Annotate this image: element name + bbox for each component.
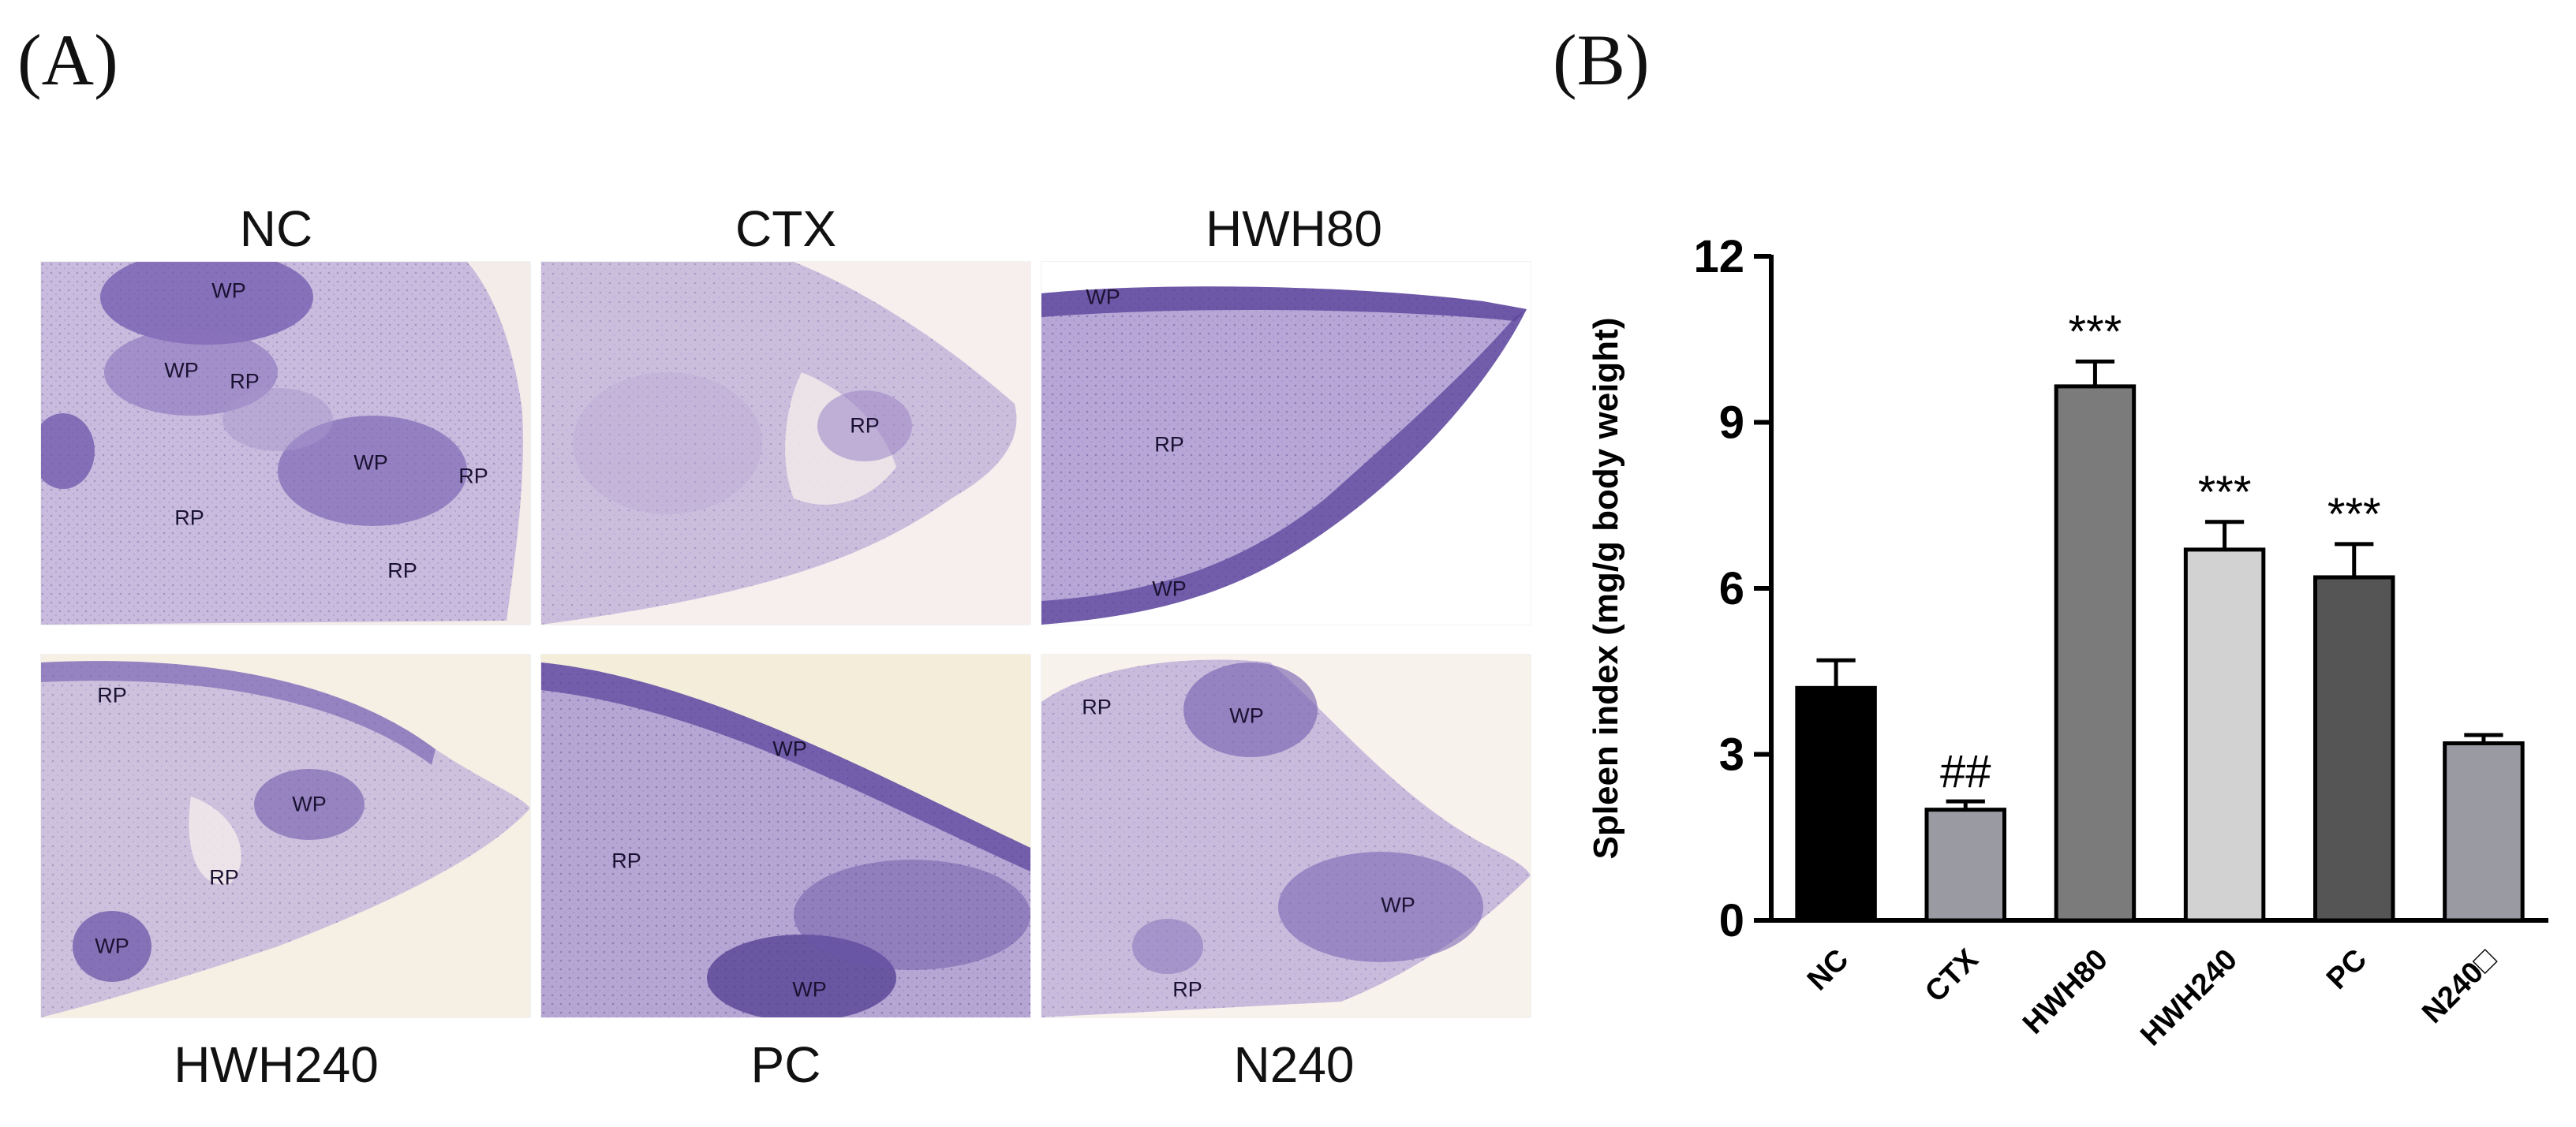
micrograph-n240-image (1041, 655, 1531, 1017)
x-tick-label-5: N240□ (2416, 943, 2503, 1030)
bar-4 (2313, 575, 2395, 923)
chart-bars (1795, 359, 2525, 923)
group-label-pc: PC (750, 1036, 821, 1093)
micrograph-hwh240-image (41, 655, 530, 1017)
region-label: RP (97, 683, 127, 707)
y-tick-label: 6 (1719, 563, 1744, 614)
micrograph-pc-image (541, 655, 1030, 1017)
micrograph-hwh240: RP WP RP WP (41, 655, 530, 1017)
x-tick-label-2: HWH80 (2017, 943, 2114, 1041)
y-axis-label: Spleen index (mg/g body weight) (1587, 318, 1625, 860)
micrograph-pc: WP RP WP (541, 655, 1030, 1017)
region-label: WP (1381, 893, 1415, 917)
micrograph-nc: WP WP RP WP RP RP RP (41, 262, 530, 625)
region-label: WP (1086, 285, 1120, 309)
bar-0 (1795, 685, 1877, 923)
region-label: WP (1152, 577, 1187, 601)
panel-letter-a: (A) (17, 20, 118, 100)
region-label: RP (458, 464, 488, 488)
region-label: WP (772, 737, 807, 761)
region-label: RP (850, 413, 880, 438)
region-label: RP (230, 369, 260, 394)
x-tick-label-4: PC (2320, 943, 2373, 996)
micrograph-hwh80: WP RP WP (1041, 262, 1531, 625)
region-label: RP (209, 865, 239, 890)
region-label: RP (174, 506, 204, 530)
region-label: RP (1082, 695, 1112, 719)
bar-3 (2183, 547, 2266, 923)
panel-letter-b: (B) (1553, 20, 1650, 100)
significance-marker-3: *** (2198, 467, 2252, 518)
y-tick-label: 12 (1693, 231, 1744, 282)
group-label-hwh80: HWH80 (1205, 200, 1383, 257)
micrograph-nc-image (41, 262, 530, 625)
y-tick-label: 9 (1719, 397, 1744, 449)
bar-1 (1924, 808, 2006, 923)
group-label-nc: NC (239, 200, 313, 257)
spleen-index-bar-chart: 0 3 6 9 12 Spleen index (mg/g body weight) NC… (1587, 231, 2548, 1052)
chart-axes: 0 3 6 9 12 Spleen index (mg/g body weight) (1587, 231, 2548, 946)
region-label: RP (387, 558, 417, 583)
bar-2 (2054, 384, 2137, 923)
micrograph-ctx-image (541, 262, 1030, 625)
micrograph-hwh80-image (1041, 262, 1531, 625)
significance-marker-4: *** (2327, 489, 2381, 540)
region-label: RP (611, 849, 641, 873)
micrograph-n240: RP WP WP RP (1041, 655, 1531, 1017)
bar-5 (2443, 741, 2525, 923)
region-label: WP (353, 450, 388, 475)
chart-labels: NC ## CTX *** HWH80 *** HWH240 *** PC N240□ (1801, 306, 2503, 1052)
region-label: WP (211, 278, 246, 303)
x-tick-label-3: HWH240 (2134, 943, 2244, 1053)
micrograph-ctx: RP (541, 262, 1030, 625)
x-tick-label-1: CTX (1919, 942, 1985, 1009)
y-tick-label: 0 (1719, 895, 1744, 946)
group-label-ctx: CTX (735, 200, 836, 257)
significance-marker-1: ## (1940, 746, 1991, 797)
group-label-hwh240: HWH240 (174, 1036, 379, 1093)
region-label: WP (292, 792, 327, 816)
region-label: WP (95, 934, 129, 958)
region-label: WP (792, 977, 827, 1002)
y-tick-label: 3 (1719, 730, 1744, 781)
significance-marker-2: *** (2069, 306, 2122, 357)
group-label-n240: N240 (1233, 1036, 1355, 1093)
x-tick-label-0: NC (1801, 943, 1856, 998)
region-label: WP (164, 358, 199, 383)
region-label: WP (1229, 703, 1264, 728)
region-label: RP (1154, 432, 1184, 457)
region-label: RP (1172, 977, 1202, 1002)
